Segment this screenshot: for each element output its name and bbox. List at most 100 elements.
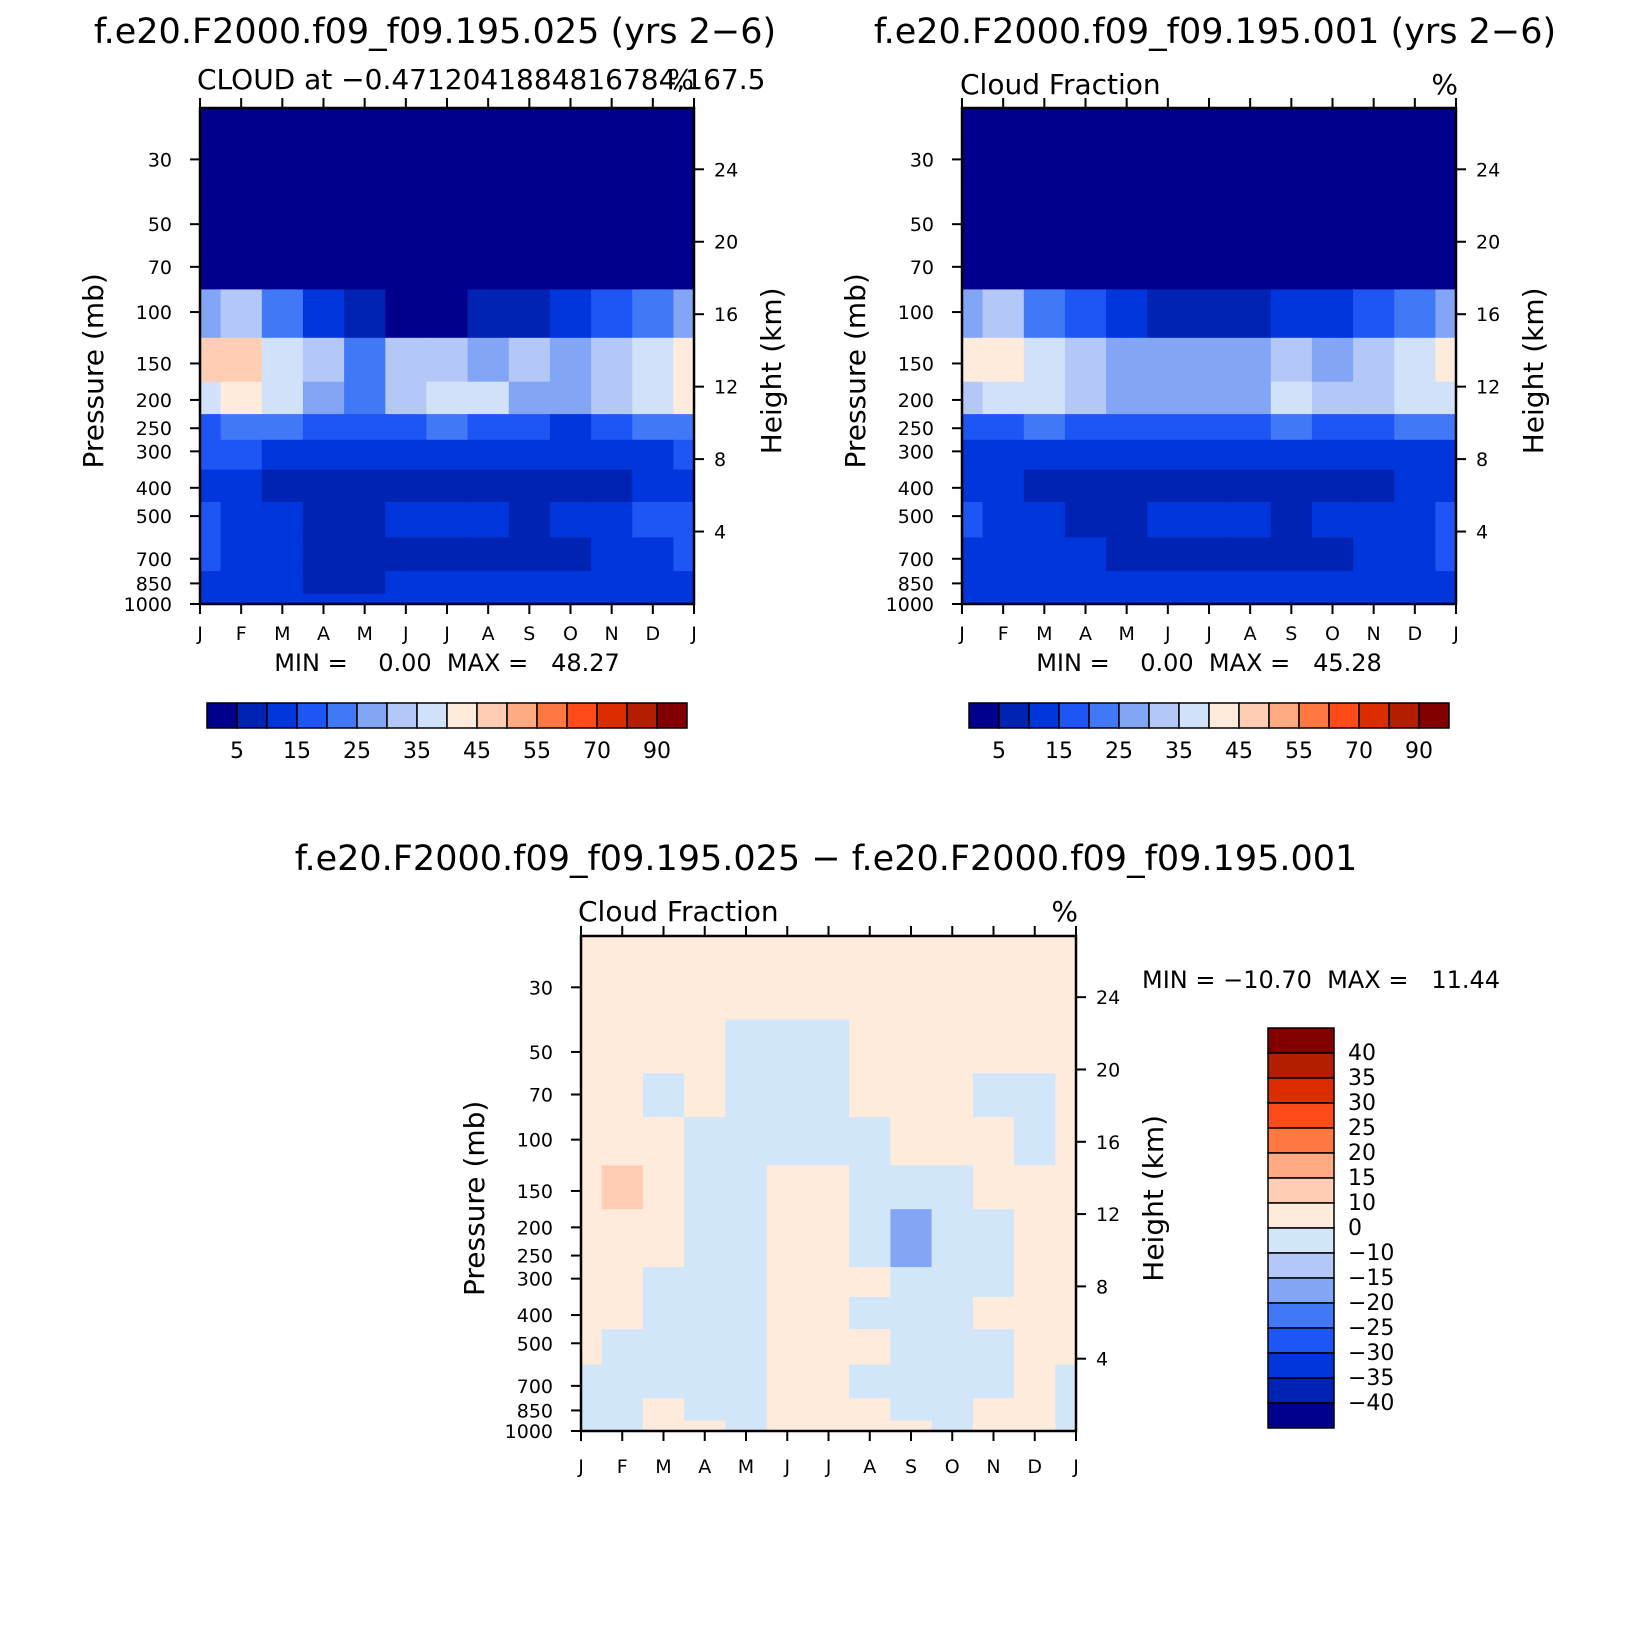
- heatmap-cell: [1023, 108, 1066, 135]
- heatmap-cell: [344, 469, 386, 503]
- heatmap-cell: [972, 1329, 1015, 1366]
- heatmap-cell: [684, 1398, 726, 1422]
- heatmap-cell: [385, 245, 428, 290]
- heatmap-cell: [220, 191, 263, 247]
- heatmap-cell: [673, 414, 695, 441]
- heatmap-cell: [931, 1165, 974, 1210]
- heatmap-cell: [982, 337, 1025, 383]
- colorbar-swatch: [326, 702, 358, 729]
- heatmap-cell: [1394, 502, 1437, 539]
- heatmap-cell: [591, 289, 633, 339]
- heatmap-cell: [508, 245, 551, 290]
- heatmap-cell: [962, 414, 984, 441]
- heatmap-cell: [261, 108, 304, 135]
- heatmap-cell: [1311, 469, 1354, 503]
- heatmap-cell: [632, 571, 675, 595]
- colorbar-swatch: [1267, 1127, 1335, 1154]
- heatmap-cell: [972, 1296, 1015, 1330]
- heatmap-cell: [972, 1420, 1015, 1432]
- heatmap-cell: [344, 381, 386, 415]
- heatmap-cell: [591, 337, 633, 383]
- heatmap-cell: [591, 133, 633, 193]
- heatmap-cell: [849, 1329, 891, 1366]
- heatmap-cell: [385, 593, 428, 605]
- colorbar-swatch: [1267, 1302, 1335, 1329]
- heatmap-cell: [1435, 414, 1457, 441]
- heatmap-cell: [1023, 502, 1066, 539]
- heatmap-cell: [972, 1241, 1015, 1268]
- heatmap-cell: [467, 245, 510, 290]
- heatmap-cell: [684, 1296, 726, 1330]
- heatmap-cell: [200, 537, 222, 572]
- heatmap-cell: [1014, 1117, 1056, 1166]
- heatmap-cell: [426, 593, 469, 605]
- heatmap-cell: [601, 1364, 644, 1399]
- heatmap-cell: [1188, 502, 1231, 539]
- heatmap-cell: [962, 191, 984, 247]
- heatmap-cell: [426, 502, 469, 539]
- heatmap-cell: [684, 936, 726, 963]
- heatmap-cell: [344, 245, 386, 290]
- heatmap-cell: [1229, 191, 1272, 247]
- colorbar-swatch: [656, 702, 688, 729]
- month-tick-label: M: [1036, 623, 1052, 645]
- pressure-tick-label: 50: [148, 214, 172, 236]
- heatmap-cell: [982, 571, 1025, 595]
- heatmap-cell: [385, 108, 428, 135]
- heatmap-cell: [962, 571, 984, 595]
- heatmap-cell: [200, 571, 222, 595]
- heatmap-cell: [220, 537, 263, 572]
- heatmap-cell: [1023, 289, 1066, 339]
- month-tick-label: M: [1118, 623, 1134, 645]
- heatmap-cell: [807, 1209, 850, 1243]
- heatmap-cell: [220, 108, 263, 135]
- heatmap-cell: [467, 414, 510, 441]
- heatmap-cell: [302, 245, 345, 290]
- heatmap-cell: [807, 1364, 850, 1399]
- heatmap-cell: [982, 381, 1025, 415]
- heatmap-cell: [200, 337, 222, 383]
- heatmap-cell: [426, 191, 469, 247]
- heatmap-cell: [591, 571, 633, 595]
- heatmap-cell: [200, 439, 222, 471]
- heatmap-cell: [1055, 1364, 1077, 1399]
- pressure-tick-label: 30: [529, 977, 553, 999]
- heatmap-cell: [849, 1364, 891, 1399]
- heatmap-cell: [1394, 108, 1437, 135]
- heatmap-cell: [1270, 502, 1313, 539]
- colorbar-label: 35: [403, 739, 431, 764]
- heatmap-cell: [1353, 337, 1395, 383]
- heatmap-cell: [1106, 439, 1148, 471]
- height-tick-label: 8: [1096, 1276, 1108, 1298]
- heatmap-cell: [725, 1209, 768, 1243]
- heatmap-cell: [807, 936, 850, 963]
- colorbar-test: 5 15 25 35 45 55 70 90: [206, 702, 688, 764]
- month-tick-label: N: [986, 1456, 1000, 1478]
- heatmap-cell: [1106, 133, 1148, 193]
- heatmap-cell: [601, 1241, 644, 1268]
- heatmap-cell: [1188, 133, 1231, 193]
- heatmap-cell: [1014, 936, 1056, 963]
- heatmap-cell: [581, 1420, 603, 1432]
- heatmap-cell: [972, 1364, 1015, 1399]
- colorbar-label: 5: [992, 739, 1006, 764]
- heatmap-cell: [1270, 593, 1313, 605]
- heatmap-cell: [426, 108, 469, 135]
- heatmap-cell: [642, 961, 685, 1021]
- heatmap-cell: [426, 133, 469, 193]
- heatmap-cell: [931, 1073, 974, 1118]
- heatmap-cell: [1147, 245, 1190, 290]
- colorbar-swatch: [416, 702, 448, 729]
- heatmap-cell: [261, 337, 304, 383]
- colorbar-label: 30: [1348, 1091, 1376, 1116]
- colorbar-label: −40: [1348, 1391, 1394, 1416]
- height-tick-label: 12: [714, 377, 738, 399]
- heatmap-cell: [1394, 571, 1437, 595]
- pressure-tick-label: 500: [898, 506, 934, 528]
- heatmap-cell: [1055, 1296, 1077, 1330]
- month-tick-label: A: [1244, 623, 1257, 645]
- heatmap-cell: [684, 1019, 726, 1074]
- heatmap-cell: [302, 593, 345, 605]
- heatmap-cell: [508, 502, 551, 539]
- pressure-tick-label: 250: [898, 418, 934, 440]
